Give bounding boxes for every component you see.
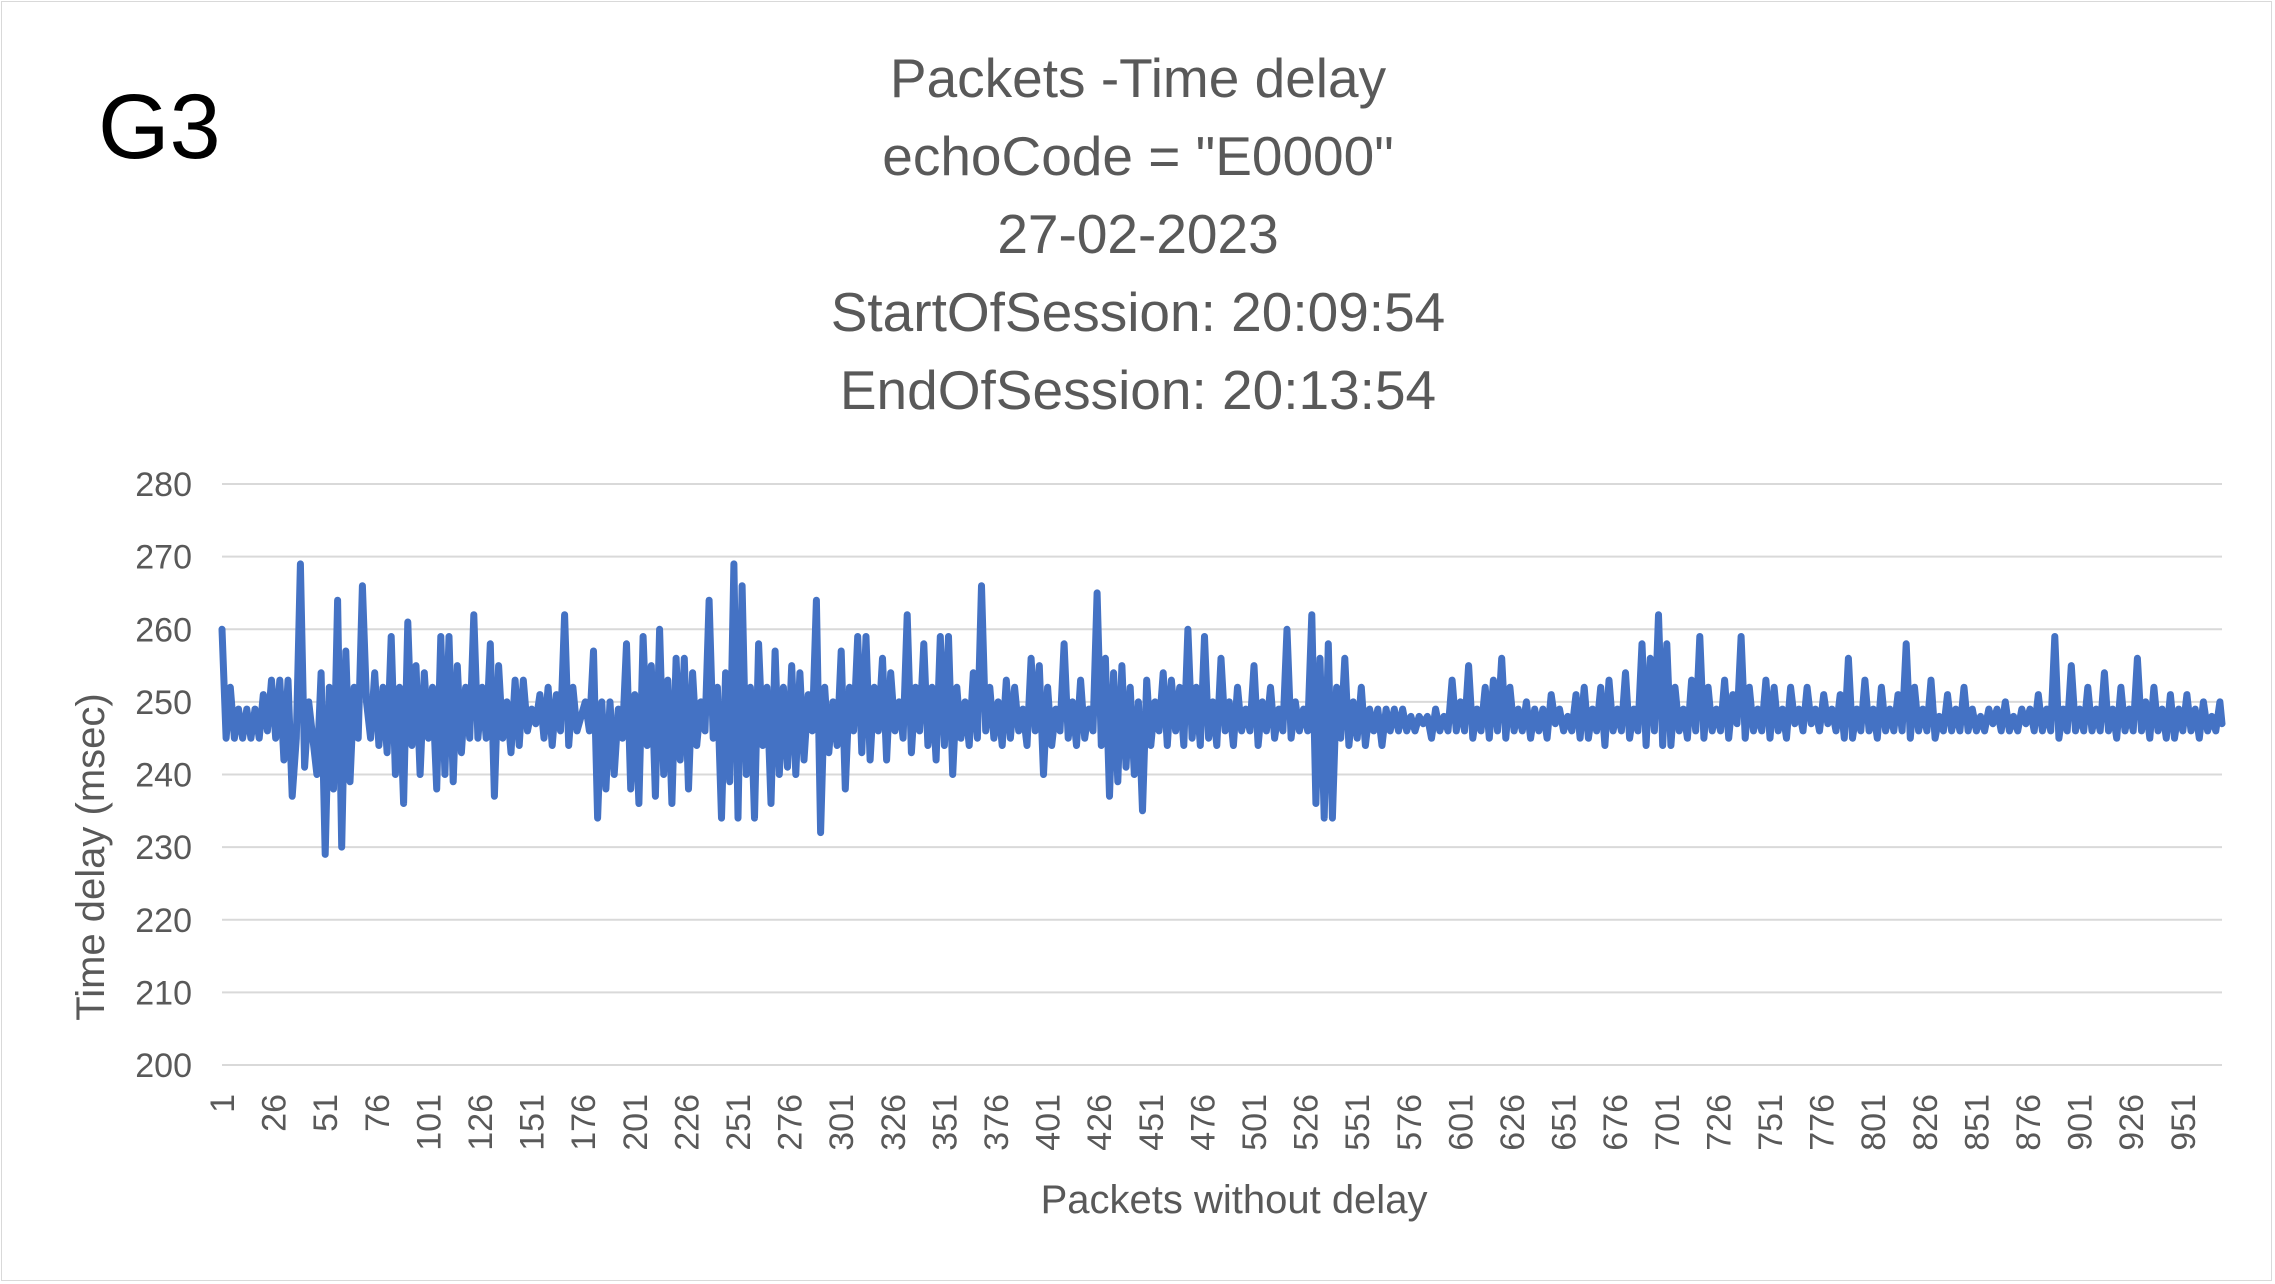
x-tick-label: 626 [1494, 1094, 1532, 1151]
x-tick-label: 101 [410, 1094, 448, 1151]
x-tick-label: 776 [1804, 1094, 1842, 1151]
y-axis-title: Time delay (msec) [69, 693, 113, 1020]
x-tick-label: 26 [256, 1094, 294, 1132]
x-tick-label: 676 [1597, 1094, 1635, 1151]
y-tick-label: 260 [135, 611, 192, 649]
x-tick-label: 901 [2062, 1094, 2100, 1151]
x-tick-label: 651 [1546, 1094, 1584, 1151]
title-line-3: 27-02-2023 [997, 203, 1278, 265]
x-tick-label: 701 [1649, 1094, 1687, 1151]
x-tick-label: 826 [1907, 1094, 1945, 1151]
chart-title: Packets -Time delay echoCode = "E0000" 27-… [831, 47, 1446, 421]
x-tick-label: 726 [1700, 1094, 1738, 1151]
x-tick-label: 276 [772, 1094, 810, 1151]
x-tick-label: 301 [823, 1094, 861, 1151]
x-tick-label: 526 [1288, 1094, 1326, 1151]
gridlines [222, 483, 2222, 1066]
x-tick-label: 176 [565, 1094, 603, 1151]
x-tick-label: 801 [1855, 1094, 1893, 1151]
x-tick-label: 126 [462, 1094, 500, 1151]
y-tick-label: 220 [135, 902, 192, 940]
x-tick-label: 76 [359, 1094, 397, 1132]
x-tick-label: 251 [720, 1094, 758, 1151]
x-tick-label: 876 [2010, 1094, 2048, 1151]
x-tick-label: 751 [1752, 1094, 1790, 1151]
x-tick-label: 601 [1442, 1094, 1480, 1151]
x-tick-label: 851 [1958, 1094, 1996, 1151]
series-group [218, 560, 2226, 858]
x-tick-label: 401 [1030, 1094, 1068, 1151]
x-tick-label: 451 [1133, 1094, 1171, 1151]
x-tick-label: 326 [875, 1094, 913, 1151]
x-tick-label: 201 [617, 1094, 655, 1151]
title-line-1: Packets -Time delay [890, 47, 1387, 109]
title-line-5: EndOfSession: 20:13:54 [840, 359, 1436, 421]
x-tick-label: 151 [514, 1094, 552, 1151]
x-tick-label: 351 [926, 1094, 964, 1151]
title-line-2: echoCode = "E0000" [882, 125, 1394, 187]
x-tick-label: 576 [1391, 1094, 1429, 1151]
y-tick-labels: 200 210 220 230 240 250 260 270 280 [135, 466, 192, 1085]
x-axis-title: Packets without delay [1041, 1178, 1428, 1222]
y-tick-label: 200 [135, 1047, 192, 1085]
y-tick-label: 250 [135, 684, 192, 722]
x-tick-label: 376 [978, 1094, 1016, 1151]
x-tick-label: 1 [204, 1094, 242, 1113]
x-tick-label: 426 [1081, 1094, 1119, 1151]
y-tick-label: 280 [135, 466, 192, 504]
x-tick-label: 551 [1339, 1094, 1377, 1151]
x-tick-label: 926 [2113, 1094, 2151, 1151]
x-tick-label: 476 [1184, 1094, 1222, 1151]
x-tick-label: 226 [668, 1094, 706, 1151]
x-tick-label: 51 [307, 1094, 345, 1132]
x-tick-labels: 1 26 51 76 101 126 151 176 201 226 251 276 301 326 351… [204, 1094, 2203, 1151]
y-tick-label: 210 [135, 974, 192, 1012]
y-tick-label: 230 [135, 829, 192, 867]
title-line-4: StartOfSession: 20:09:54 [831, 281, 1446, 343]
panel-label: G3 [98, 76, 221, 178]
y-tick-label: 270 [135, 539, 192, 577]
series-line-1 [218, 560, 2226, 858]
y-tick-label: 240 [135, 757, 192, 795]
x-tick-label: 501 [1236, 1094, 1274, 1151]
x-tick-label: 951 [2165, 1094, 2203, 1151]
